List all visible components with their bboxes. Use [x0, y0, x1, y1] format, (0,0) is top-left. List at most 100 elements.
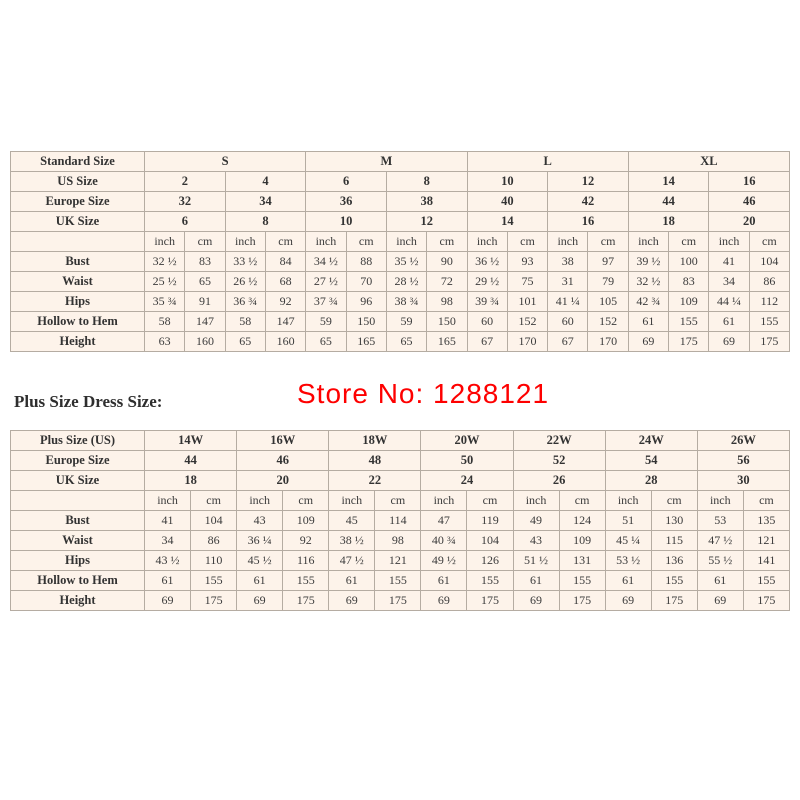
measurement-value-cell: 96: [345, 291, 387, 312]
measurement-value-cell: 51 ½: [512, 550, 560, 571]
measurement-value-cell: 170: [506, 331, 549, 352]
measurement-value-cell: 45: [328, 510, 376, 531]
measurement-value-cell: 110: [190, 550, 238, 571]
measurement-value-cell: 92: [282, 530, 330, 551]
unit-cell: inch: [224, 231, 266, 252]
measurement-value-cell: 38: [547, 251, 589, 272]
size-group-cell: XL: [627, 151, 791, 172]
size-number-cell: 8: [224, 211, 307, 232]
size-number-cell: 56: [696, 450, 791, 471]
unit-cell: cm: [282, 490, 330, 511]
plus-size-table: Plus Size (US) 14W 16W 18W 20W 22W 24W 26W Europ…: [10, 430, 791, 611]
measurement-value-cell: 170: [587, 331, 629, 352]
size-number-cell: 12: [547, 171, 629, 192]
measurement-value-cell: 175: [190, 590, 238, 611]
measurement-value-cell: 63: [143, 331, 186, 352]
measurement-value-cell: 91: [184, 291, 226, 312]
measurement-value-cell: 40 ¾: [420, 530, 468, 551]
measurement-value-cell: 175: [374, 590, 422, 611]
measurement-value-cell: 47: [420, 510, 468, 531]
measurement-value-cell: 38 ½: [328, 530, 376, 551]
measurement-value-cell: 152: [587, 311, 629, 332]
size-group-cell: 20W: [420, 430, 514, 451]
row-label: US Size: [10, 171, 145, 192]
measurement-value-cell: 98: [426, 291, 468, 312]
size-number-cell: 16: [708, 171, 790, 192]
size-number-cell: 14: [466, 211, 549, 232]
measurement-value-cell: 41 ¼: [547, 291, 589, 312]
measurement-value-cell: 119: [466, 510, 514, 531]
measurement-value-cell: 39 ½: [627, 251, 670, 272]
measurement-value-cell: 86: [748, 271, 791, 292]
size-number-cell: 46: [708, 191, 790, 212]
measurement-value-cell: 69: [512, 590, 560, 611]
size-number-cell: 50: [420, 450, 514, 471]
measurement-value-cell: 67: [547, 331, 589, 352]
measurement-value-cell: 104: [190, 510, 238, 531]
measurement-value-cell: 44 ¼: [708, 291, 750, 312]
measurement-value-cell: 109: [282, 510, 330, 531]
size-number-cell: 18: [143, 470, 238, 491]
measurement-value-cell: 53 ½: [604, 550, 652, 571]
measurement-value-cell: 65: [184, 271, 226, 292]
measurement-value-cell: 75: [506, 271, 549, 292]
measurement-value-cell: 84: [264, 251, 307, 272]
measure-row-label: Waist: [10, 271, 145, 292]
size-number-cell: 44: [143, 450, 238, 471]
blank-corner-cell: [10, 231, 145, 252]
size-number-cell: 16: [547, 211, 629, 232]
measurement-value-cell: 135: [742, 510, 791, 531]
measurement-value-cell: 115: [650, 530, 698, 551]
measurement-value-cell: 27 ½: [305, 271, 347, 292]
size-number-cell: 46: [236, 450, 330, 471]
measurement-value-cell: 175: [668, 331, 710, 352]
measurement-value-cell: 61: [604, 570, 652, 591]
measurement-value-cell: 69: [627, 331, 670, 352]
size-number-cell: 44: [627, 191, 710, 212]
measurement-value-cell: 34: [143, 530, 192, 551]
measure-row-label: Bust: [10, 510, 145, 531]
measurement-value-cell: 59: [305, 311, 347, 332]
unit-cell: cm: [374, 490, 422, 511]
size-number-cell: 2: [144, 171, 226, 192]
table-corner-label: Plus Size (US): [10, 430, 145, 451]
measurement-value-cell: 69: [604, 590, 652, 611]
measurement-value-cell: 55 ½: [696, 550, 744, 571]
measurement-value-cell: 43 ½: [143, 550, 192, 571]
measurement-value-cell: 36 ¼: [236, 530, 284, 551]
measurement-value-cell: 25 ½: [143, 271, 186, 292]
unit-cell: cm: [190, 490, 238, 511]
measurement-value-cell: 72: [426, 271, 468, 292]
measurement-value-cell: 155: [558, 570, 606, 591]
measurement-value-cell: 37 ¾: [305, 291, 347, 312]
unit-cell: cm: [587, 231, 629, 252]
unit-cell: cm: [506, 231, 549, 252]
measurement-value-cell: 47 ½: [328, 550, 376, 571]
measurement-value-cell: 51: [604, 510, 652, 531]
measurement-value-cell: 88: [345, 251, 387, 272]
measurement-value-cell: 83: [184, 251, 226, 272]
measurement-value-cell: 69: [708, 331, 750, 352]
measurement-value-cell: 124: [558, 510, 606, 531]
measurement-value-cell: 147: [184, 311, 226, 332]
row-label: Europe Size: [10, 191, 145, 212]
size-group-cell: 26W: [696, 430, 791, 451]
measurement-value-cell: 175: [282, 590, 330, 611]
unit-cell: inch: [604, 490, 652, 511]
measurement-value-cell: 165: [345, 331, 387, 352]
measurement-value-cell: 150: [345, 311, 387, 332]
measurement-value-cell: 49: [512, 510, 560, 531]
measurement-value-cell: 121: [742, 530, 791, 551]
size-number-cell: 4: [224, 171, 307, 192]
size-number-cell: 20: [236, 470, 330, 491]
measurement-value-cell: 53: [696, 510, 744, 531]
unit-cell: cm: [426, 231, 468, 252]
size-number-cell: 10: [466, 171, 549, 192]
measurement-value-cell: 61: [512, 570, 560, 591]
unit-cell: inch: [143, 490, 192, 511]
unit-cell: cm: [650, 490, 698, 511]
measurement-value-cell: 65: [305, 331, 347, 352]
size-group-cell: M: [305, 151, 468, 172]
measure-row-label: Height: [10, 590, 145, 611]
